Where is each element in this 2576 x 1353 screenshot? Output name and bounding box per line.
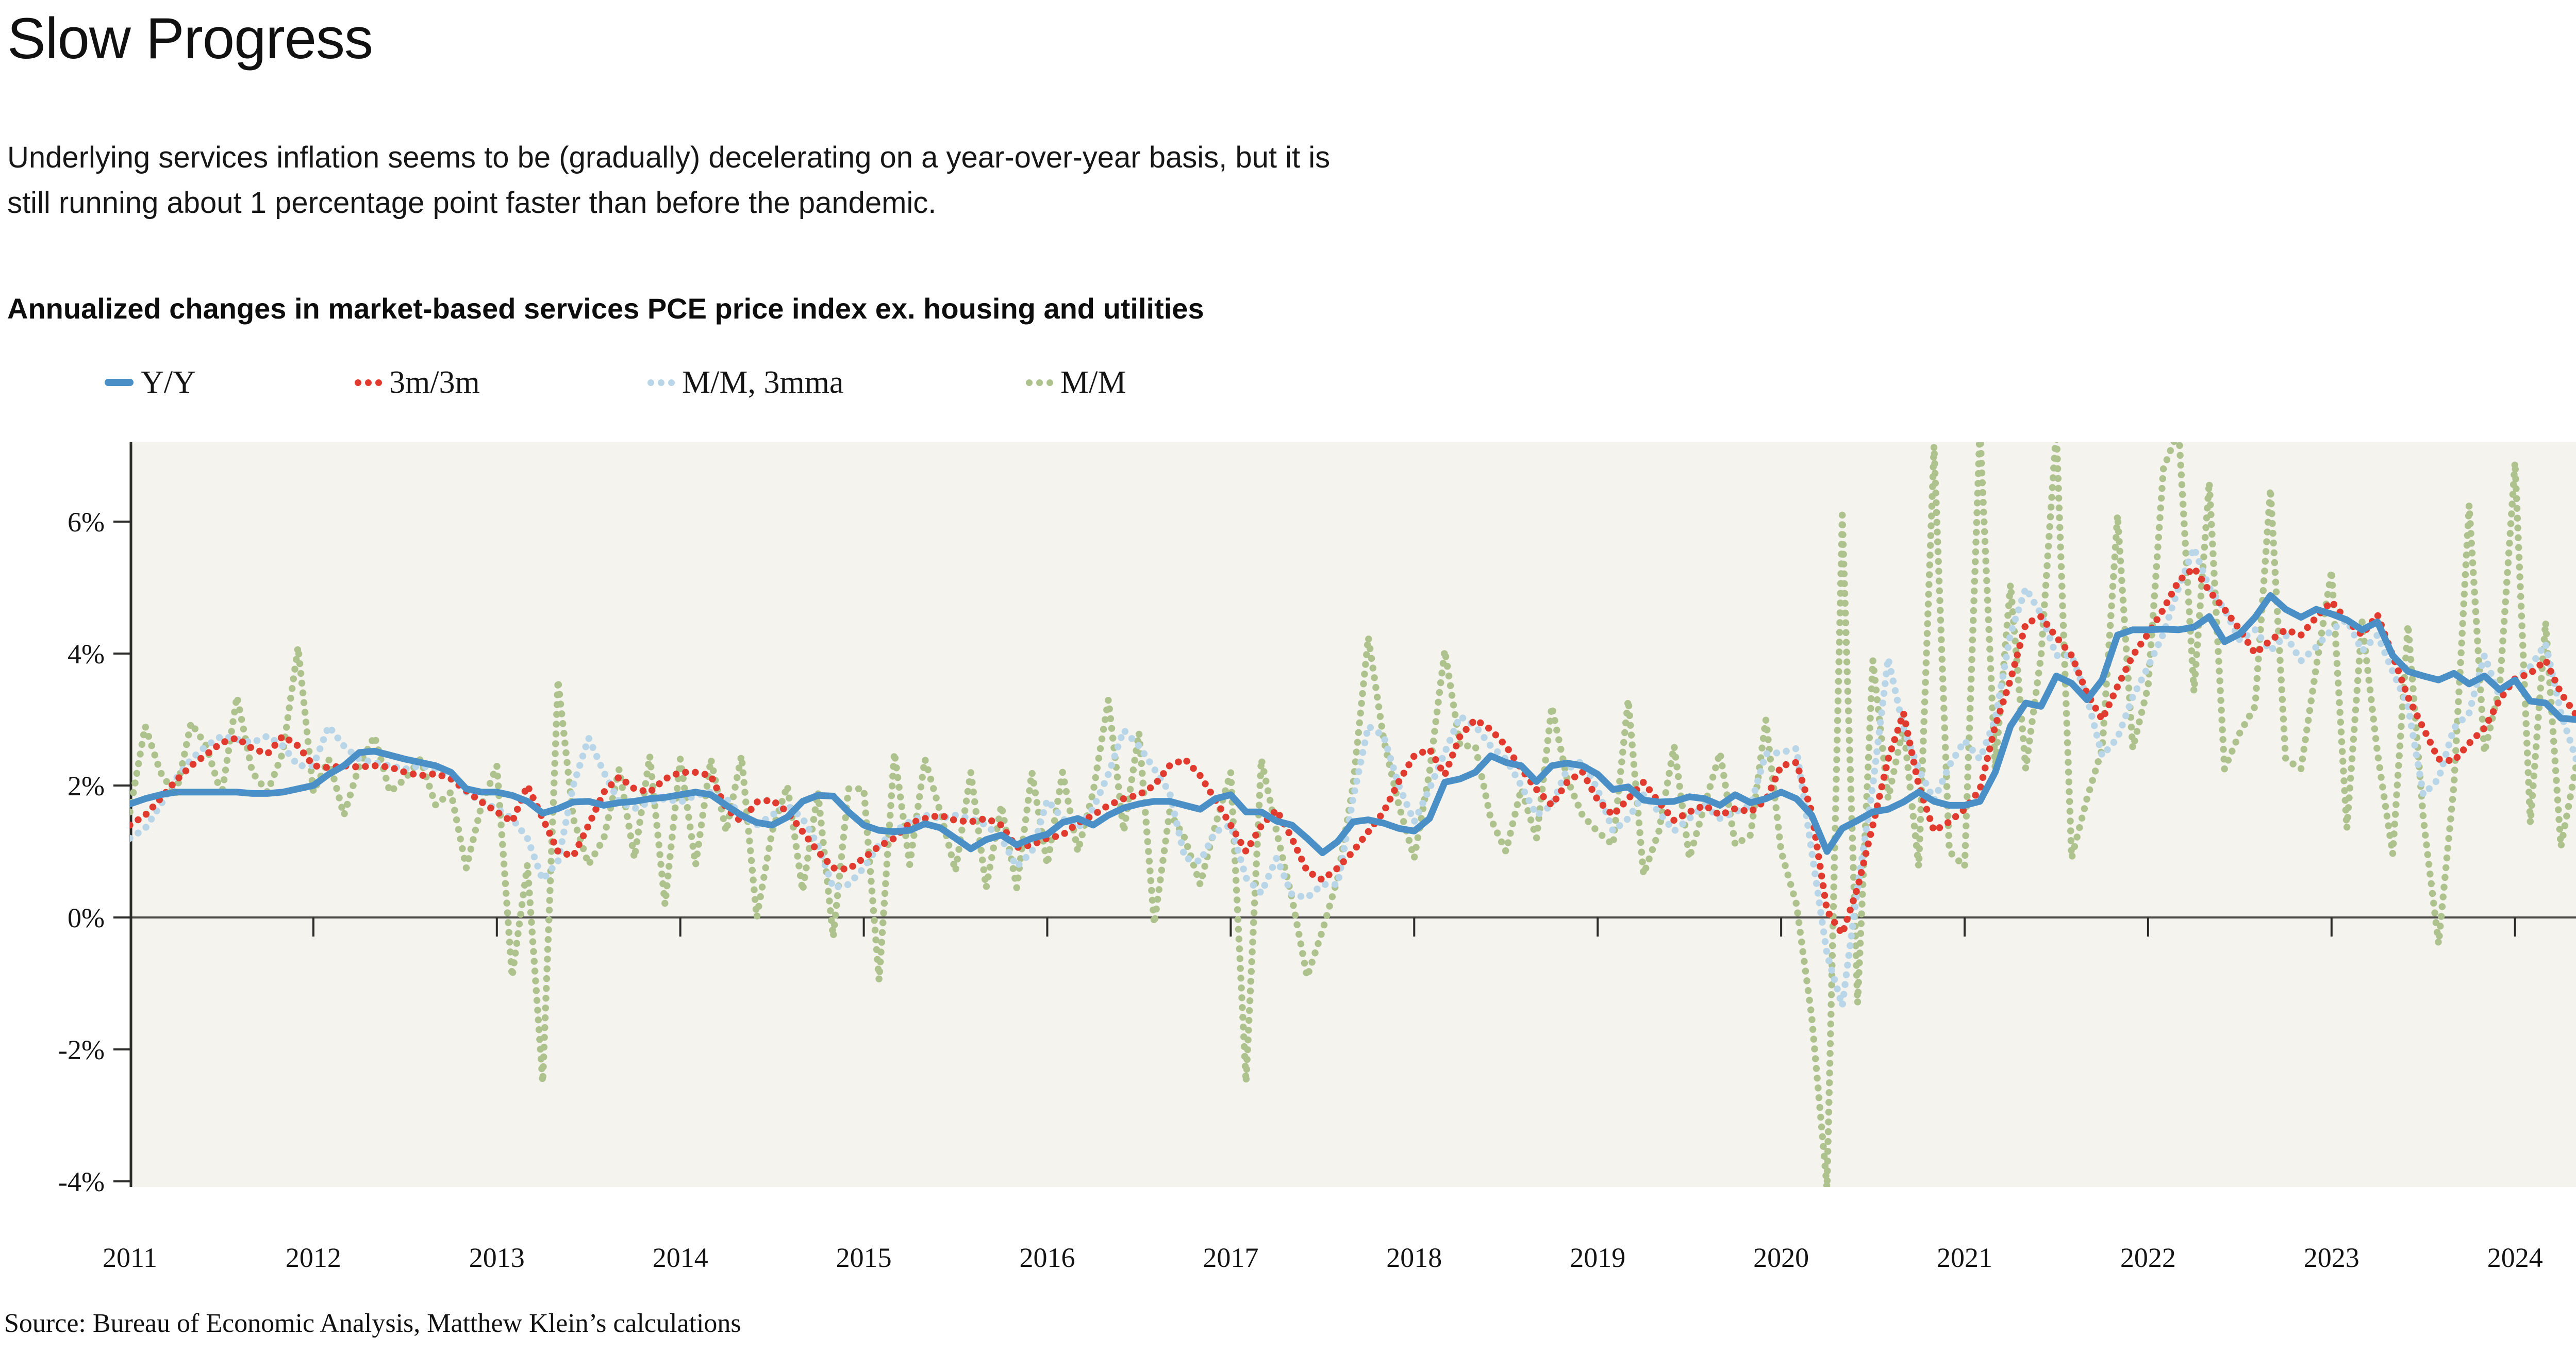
legend-marker-mm-dots bbox=[1026, 379, 1053, 386]
x-tick-label-2018: 2018 bbox=[1386, 1242, 1442, 1273]
page-title: Slow Progress bbox=[7, 6, 373, 71]
x-tick-label-2014: 2014 bbox=[653, 1242, 708, 1273]
series-m-m-3mma bbox=[130, 544, 2576, 1010]
x-tick-label-2012: 2012 bbox=[286, 1242, 341, 1273]
series-m-m bbox=[130, 442, 2576, 1187]
x-tick-label-2020: 2020 bbox=[1753, 1242, 1809, 1273]
x-tick-label-2011: 2011 bbox=[103, 1242, 157, 1273]
series-y-y bbox=[130, 592, 2576, 857]
legend-item-mm3mma: M/M, 3mma bbox=[647, 363, 843, 402]
y-tick-label-2%: 2% bbox=[68, 771, 105, 801]
y-tick-label-0%: 0% bbox=[68, 903, 105, 933]
legend-marker-yy-line bbox=[105, 379, 134, 386]
source-note: Source: Bureau of Economic Analysis, Mat… bbox=[4, 1309, 741, 1338]
subtitle-line-2: still running about 1 percentage point f… bbox=[7, 186, 937, 220]
legend-marker-3m3m-dots bbox=[355, 379, 382, 386]
chart-heading: Annualized changes in market-based servi… bbox=[7, 292, 1204, 325]
y-tick-label--4%: -4% bbox=[58, 1166, 105, 1197]
x-tick-label-2021: 2021 bbox=[1937, 1242, 1992, 1273]
plot-area bbox=[130, 442, 2576, 1187]
y-tick-label-4%: 4% bbox=[68, 639, 105, 670]
legend-item-yy: Y/Y bbox=[105, 363, 196, 402]
subtitle-line-1: Underlying services inflation seems to b… bbox=[7, 141, 1331, 174]
legend-item-mm: M/M bbox=[1026, 363, 1126, 402]
x-tick-label-2022: 2022 bbox=[2120, 1242, 2176, 1273]
y-tick-label--2%: -2% bbox=[58, 1034, 105, 1065]
legend-marker-mm3mma-dots bbox=[647, 379, 675, 386]
x-tick-label-2015: 2015 bbox=[836, 1242, 892, 1273]
legend-label-mm: M/M bbox=[1060, 364, 1126, 400]
x-tick-label-2017: 2017 bbox=[1203, 1242, 1258, 1273]
legend-label-3m3m: 3m/3m bbox=[389, 364, 480, 400]
legend-item-3m3m: 3m/3m bbox=[355, 363, 480, 402]
x-tick-label-2019: 2019 bbox=[1570, 1242, 1625, 1273]
legend-label-mm3mma: M/M, 3mma bbox=[682, 364, 844, 400]
x-tick-label-2024: 2024 bbox=[2487, 1242, 2543, 1273]
y-tick-label-6%: 6% bbox=[68, 507, 105, 538]
x-tick-label-2013: 2013 bbox=[469, 1242, 525, 1273]
x-tick-label-2023: 2023 bbox=[2304, 1242, 2359, 1273]
series-group bbox=[130, 442, 2576, 1187]
legend-label-yy: Y/Y bbox=[141, 364, 196, 400]
x-tick-label-2016: 2016 bbox=[1020, 1242, 1075, 1273]
